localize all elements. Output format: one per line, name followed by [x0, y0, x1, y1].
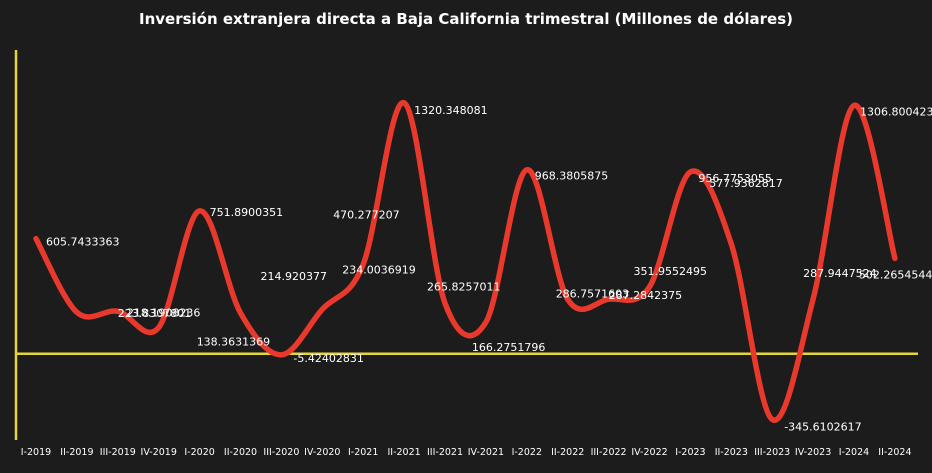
data-point-III-2023: [770, 417, 774, 421]
x-tick-label: IV-2023: [795, 447, 831, 458]
data-label-II-2019: 218.1908236: [127, 306, 200, 319]
data-point-III-2021: [443, 301, 447, 305]
data-point-IV-2020: [320, 307, 324, 311]
data-point-II-2023: [729, 242, 733, 246]
x-tick-label: II-2024: [878, 447, 911, 458]
x-tick-label: III-2021: [427, 447, 463, 458]
data-label-IV-2020: 234.0036919: [342, 263, 415, 276]
data-point-II-2022: [566, 297, 570, 301]
x-tick-label: III-2020: [263, 447, 299, 458]
x-tick-label: IV-2022: [631, 447, 667, 458]
x-tick-label: I-2019: [21, 447, 51, 458]
data-label-I-2022: 968.3805875: [535, 170, 608, 183]
x-tick-label: I-2024: [839, 447, 869, 458]
data-point-II-2019: [75, 310, 79, 314]
data-point-I-2019: [34, 237, 38, 241]
x-tick-label: II-2020: [224, 447, 257, 458]
x-tick-label: III-2019: [100, 447, 136, 458]
data-label-II-2023: 577.9362817: [709, 177, 782, 190]
data-label-I-2021: 470.277207: [333, 208, 399, 221]
x-tick-label: I-2022: [512, 447, 542, 458]
x-tick-label: III-2023: [754, 447, 790, 458]
data-label-IV-2022: 351.9552495: [634, 265, 707, 278]
x-tick-label: II-2022: [551, 447, 584, 458]
x-tick-label: IV-2020: [304, 447, 340, 458]
data-point-I-2023: [688, 170, 692, 174]
data-point-I-2020: [198, 209, 202, 213]
data-label-IV-2021: 166.2751796: [472, 341, 545, 354]
data-point-II-2020: [239, 311, 242, 315]
data-label-I-2019: 605.7433363: [46, 236, 119, 249]
x-tick-label: IV-2021: [468, 447, 504, 458]
data-point-II-2024: [893, 256, 897, 260]
data-label-III-2023: -345.6102617: [784, 420, 861, 433]
x-tick-label: III-2022: [591, 447, 627, 458]
data-point-IV-2021: [484, 320, 488, 324]
x-tick-label: II-2021: [387, 447, 420, 458]
series-line: [33, 100, 898, 423]
data-point-III-2019: [116, 309, 120, 313]
data-label-IV-2019: 138.3631369: [197, 335, 270, 348]
data-label-III-2020: -5.42402831: [293, 352, 363, 365]
data-label-II-2022: 286.7571603: [556, 287, 629, 300]
data-point-IV-2022: [648, 285, 651, 289]
data-label-I-2020: 751.8900351: [210, 206, 283, 219]
data-label-III-2019: 223.8307801: [118, 307, 191, 320]
data-label-II-2020: 214.920377: [261, 270, 327, 283]
data-label-III-2022: 287.2842375: [609, 289, 682, 302]
x-tick-label: I-2021: [348, 447, 378, 458]
x-tick-label: IV-2019: [141, 447, 177, 458]
data-label-III-2021: 265.8257011: [427, 280, 500, 293]
x-tick-label: I-2023: [675, 447, 705, 458]
x-tick-label: II-2019: [60, 447, 93, 458]
data-point-I-2021: [361, 262, 365, 266]
data-point-I-2022: [525, 168, 529, 172]
data-point-I-2024: [852, 103, 856, 107]
data-label-II-2024: 502.2654544: [859, 268, 932, 281]
data-point-IV-2023: [811, 297, 815, 301]
data-point-II-2021: [402, 101, 406, 105]
data-point-III-2022: [607, 297, 611, 301]
data-point-III-2020: [279, 353, 283, 357]
data-label-IV-2023: 287.9447524: [803, 267, 876, 280]
x-tick-label: I-2020: [184, 447, 214, 458]
data-label-I-2023: 956.7753055: [698, 172, 771, 185]
chart-title: Inversión extranjera directa a Baja Cali…: [138, 10, 793, 28]
data-label-II-2021: 1320.348081: [414, 104, 487, 117]
data-point-IV-2019: [157, 325, 161, 329]
data-label-I-2024: 1306.800423: [860, 105, 932, 118]
x-tick-label: II-2023: [715, 447, 748, 458]
